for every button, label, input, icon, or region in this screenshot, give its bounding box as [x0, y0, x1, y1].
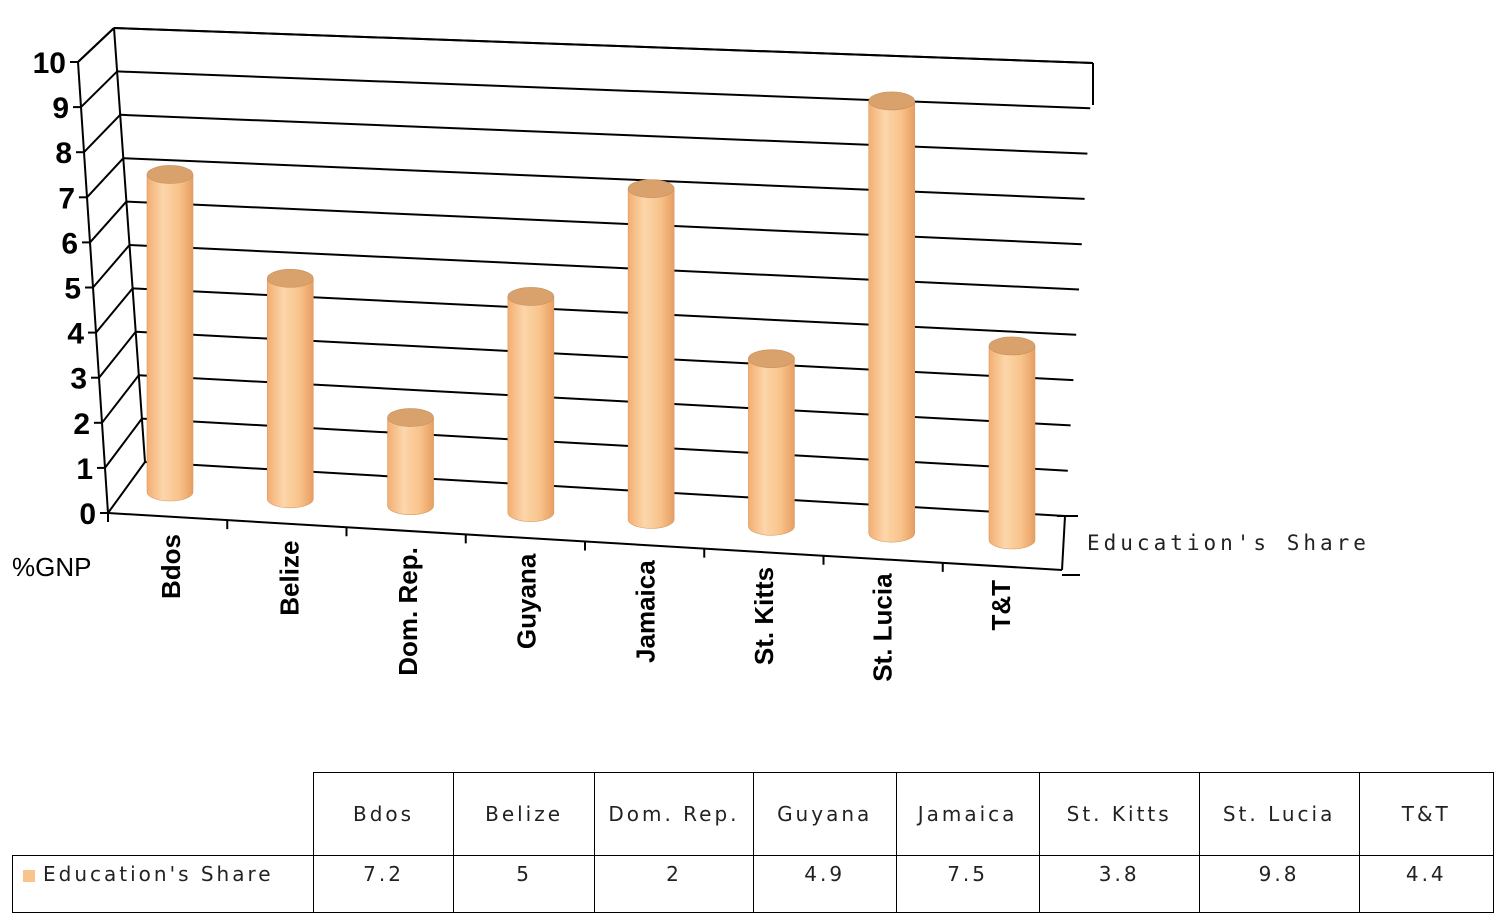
y-tick-label: 1 — [76, 453, 93, 486]
table-header-row: Bdos Belize Dom. Rep. Guyana Jamaica St. Kitt… — [13, 772, 1494, 856]
bars — [146, 91, 1036, 550]
bar-top — [507, 287, 555, 306]
y-axis-label: %GNP — [12, 552, 91, 582]
table-header-cell: Belize — [453, 772, 596, 856]
gridline — [126, 200, 1082, 246]
x-tick-label: Dom. Rep. — [393, 547, 423, 676]
x-tick-label: Bdos — [156, 534, 186, 599]
table-value-cell: 9.8 — [1198, 855, 1360, 913]
bar-body — [627, 188, 675, 529]
gridline — [117, 70, 1091, 110]
table-row: Education's Share 7.2 5 2 4.9 7.5 3.8 9.8 4.4 — [12, 855, 1494, 913]
side-gridline — [104, 418, 143, 469]
bar — [868, 91, 916, 543]
side-gridline — [95, 287, 134, 334]
y-tick-label: 0 — [79, 498, 96, 531]
y-tick-label: 10 — [33, 47, 66, 80]
bar — [387, 408, 434, 515]
bar-top — [387, 408, 434, 427]
y-axis-ticks: 0 1 2 3 4 5 6 7 8 9 10 — [33, 47, 108, 531]
bar — [627, 179, 675, 529]
bar-body — [988, 345, 1036, 550]
y-tick-label: 3 — [70, 363, 87, 396]
table-header-cell: Jamaica — [895, 772, 1040, 856]
y-tick-label: 5 — [64, 273, 81, 306]
bar — [266, 269, 314, 509]
side-gridline — [98, 331, 137, 379]
table-header-cell: St. Kitts — [1038, 772, 1200, 856]
bar-body — [507, 296, 555, 522]
gridlines — [77, 27, 1094, 472]
axes — [77, 27, 1094, 576]
bar-top — [627, 179, 675, 198]
x-tick-label: Guyana — [512, 553, 542, 649]
chart-plot: 0 1 2 3 4 5 6 7 8 9 10 Bdos Belize Dom. Rep. Guyana Ja… — [12, 27, 1370, 682]
y-tick-label: 6 — [61, 227, 78, 260]
series-label: Education's Share — [1087, 531, 1370, 555]
x-axis-categories: Bdos Belize Dom. Rep. Guyana Jamaica St. Kitt… — [107, 513, 1016, 682]
table-value-cell: 4.9 — [752, 855, 897, 913]
table-value-cell: 2 — [594, 855, 754, 913]
bar-body — [868, 100, 916, 543]
table-value-cell: 3.8 — [1038, 855, 1200, 913]
bar-top — [868, 91, 916, 111]
y-tick-label: 2 — [73, 408, 90, 441]
y-tick-label: 8 — [55, 137, 72, 170]
x-tick-label: Jamaica — [630, 560, 660, 663]
side-gridline — [89, 200, 128, 244]
table-header-cell: St. Lucia — [1198, 772, 1360, 856]
side-gridline — [86, 157, 125, 198]
gridline — [123, 157, 1085, 200]
bar-body — [146, 174, 194, 502]
bar-body — [266, 278, 314, 509]
bar-top — [266, 269, 314, 288]
bar — [146, 165, 194, 502]
table-header-cell: T&T — [1358, 772, 1494, 856]
x-tick-label: Belize — [275, 541, 305, 616]
legend-swatch — [23, 869, 35, 882]
bar — [748, 349, 795, 536]
bar-body — [387, 417, 434, 515]
gridline — [129, 244, 1080, 291]
table-header-cell: Bdos — [312, 772, 455, 856]
side-gridline — [83, 114, 121, 153]
bar — [988, 336, 1036, 550]
table-value-cell: 7.5 — [895, 855, 1040, 913]
side-gridline — [92, 244, 131, 289]
table-row-label: Education's Share — [12, 855, 314, 913]
table-corner — [13, 773, 314, 856]
x-tick-label: T&T — [986, 580, 1016, 631]
row-label-text: Education's Share — [43, 862, 274, 886]
bar-body — [748, 358, 795, 536]
table-value-cell: 4.4 — [1358, 855, 1494, 913]
table-value-cell: 5 — [453, 855, 596, 913]
table-value-cell: 7.2 — [312, 855, 455, 913]
x-tick-label: St. Kitts — [749, 567, 779, 665]
data-table: Bdos Belize Dom. Rep. Guyana Jamaica St. Kitt… — [12, 772, 1494, 913]
bar — [507, 287, 555, 522]
side-gridline — [101, 374, 140, 424]
gridline — [120, 113, 1088, 155]
y-tick-label: 9 — [52, 92, 69, 125]
side-gridline — [80, 70, 118, 108]
y-tick-label: 7 — [58, 182, 75, 215]
bar-top — [988, 336, 1036, 356]
y-tick-label: 4 — [67, 318, 84, 351]
table-header-cell: Guyana — [752, 772, 897, 856]
table-header-cell: Dom. Rep. — [594, 772, 754, 856]
x-tick-label: St. Lucia — [867, 573, 897, 682]
bar-top — [748, 349, 795, 369]
bar-top — [146, 165, 194, 184]
